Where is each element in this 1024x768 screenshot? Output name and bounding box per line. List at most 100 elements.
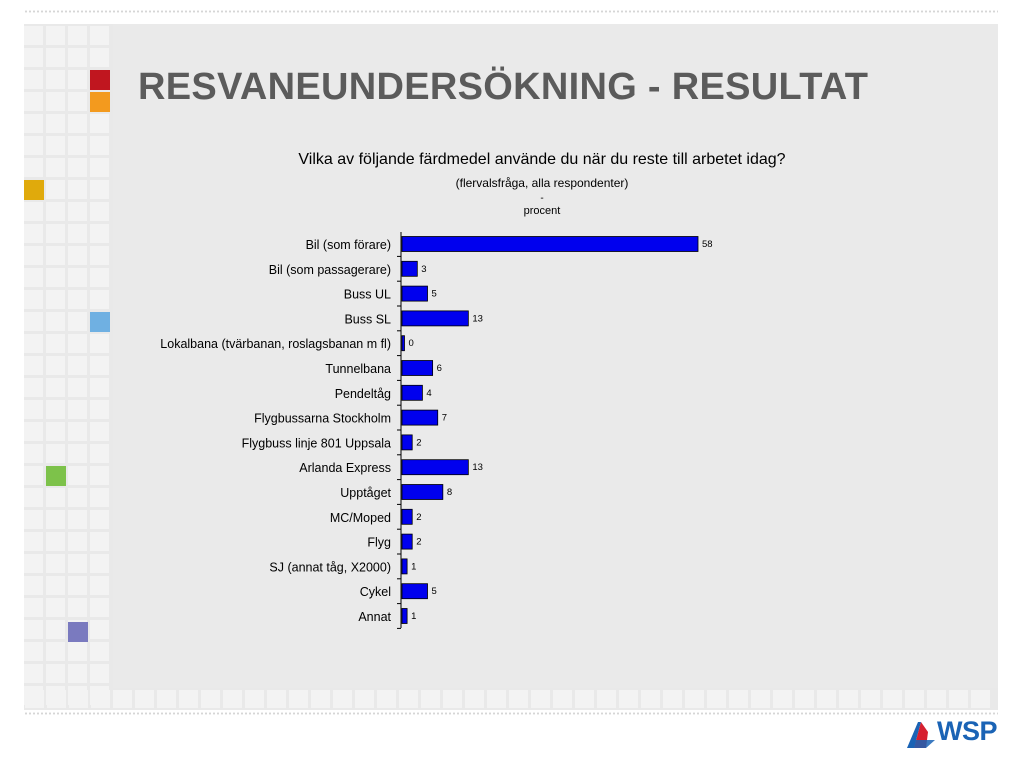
grid-cell	[927, 690, 946, 708]
grid-cell	[685, 690, 704, 708]
bar	[401, 384, 423, 401]
data-label: 5	[432, 586, 437, 597]
grid-cell	[68, 246, 87, 265]
grid-cell	[68, 268, 87, 287]
grid-cell	[46, 664, 65, 683]
grid-cell	[487, 690, 506, 708]
grid-cell	[24, 576, 43, 595]
chart-unit: procent	[523, 205, 561, 217]
grid-cell	[24, 466, 43, 485]
grid-cell	[24, 642, 43, 661]
grid-cell	[179, 690, 198, 708]
category-label: Bil (som förare)	[306, 238, 391, 252]
accent-square	[90, 312, 110, 332]
grid-cell	[267, 690, 286, 708]
grid-cell	[24, 400, 43, 419]
grid-cell	[68, 136, 87, 155]
grid-cell	[68, 466, 87, 485]
data-label: 58	[702, 239, 713, 250]
grid-cell	[68, 158, 87, 177]
bar	[401, 533, 413, 550]
accent-square	[90, 70, 110, 90]
data-label: 2	[416, 512, 421, 523]
grid-cell	[245, 690, 264, 708]
dotted-divider	[24, 712, 998, 715]
grid-cell	[90, 466, 109, 485]
grid-cell	[68, 400, 87, 419]
grid-cell	[68, 92, 87, 111]
grid-cell	[24, 488, 43, 507]
grid-cell	[68, 334, 87, 353]
chart-title: Vilka av följande färdmedel använde du n…	[298, 151, 786, 168]
grid-cell	[289, 690, 308, 708]
grid-cell	[531, 690, 550, 708]
grid-cell	[90, 598, 109, 617]
grid-cell	[90, 26, 109, 45]
category-label: Lokalbana (tvärbanan, roslagsbanan m fl)	[160, 337, 391, 351]
grid-cell	[24, 136, 43, 155]
data-label: 5	[432, 289, 437, 300]
grid-cell	[399, 690, 418, 708]
bar	[401, 360, 434, 376]
category-label: Arlanda Express	[299, 461, 391, 475]
grid-cell	[68, 202, 87, 221]
grid-cell	[24, 48, 43, 67]
grid-cell	[333, 690, 352, 708]
grid-cell	[46, 158, 65, 177]
grid-cell	[223, 690, 242, 708]
grid-cell	[90, 356, 109, 375]
grid-cell	[68, 48, 87, 67]
grid-cell	[90, 400, 109, 419]
grid-cell	[24, 598, 43, 617]
grid-cell	[355, 690, 374, 708]
grid-cell	[46, 92, 65, 111]
category-label: Tunnelbana	[325, 362, 391, 376]
chart-separator: -	[540, 193, 544, 204]
grid-cell	[24, 92, 43, 111]
data-label: 2	[416, 537, 421, 548]
grid-cell	[68, 444, 87, 463]
grid-cell	[90, 576, 109, 595]
grid-cell	[90, 422, 109, 441]
grid-cell	[971, 690, 990, 708]
grid-cell	[90, 378, 109, 397]
data-label: 2	[416, 437, 421, 448]
accent-square	[90, 92, 110, 112]
grid-cell	[46, 510, 65, 529]
category-label: Buss SL	[344, 312, 391, 326]
category-label: Buss UL	[344, 288, 391, 302]
grid-cell	[90, 444, 109, 463]
grid-cell	[663, 690, 682, 708]
grid-cell	[883, 690, 902, 708]
wsp-logo-text: WSP	[937, 716, 998, 746]
category-label: MC/Moped	[330, 511, 391, 525]
content-panel	[113, 24, 998, 688]
grid-cell	[68, 114, 87, 133]
bar	[401, 310, 469, 327]
grid-cell	[24, 268, 43, 287]
grid-cell	[24, 158, 43, 177]
accent-square	[68, 622, 88, 642]
grid-cell	[90, 488, 109, 507]
grid-cell	[773, 690, 792, 708]
grid-cell	[46, 620, 65, 639]
bar	[401, 484, 444, 500]
grid-cell	[24, 422, 43, 441]
grid-cell	[24, 26, 43, 45]
grid-cell	[46, 114, 65, 133]
data-label: 8	[447, 487, 452, 498]
grid-cell	[46, 488, 65, 507]
grid-cell	[90, 334, 109, 353]
grid-cell	[24, 510, 43, 529]
grid-cell	[91, 690, 110, 708]
accent-square	[24, 180, 44, 200]
category-label: Flygbussarna Stockholm	[254, 412, 391, 426]
grid-cell	[24, 444, 43, 463]
grid-cell	[68, 642, 87, 661]
grid-cell	[46, 246, 65, 265]
category-label: Flyg	[367, 536, 391, 550]
grid-cell	[24, 202, 43, 221]
grid-cell	[46, 26, 65, 45]
grid-cell	[90, 48, 109, 67]
grid-cell	[68, 664, 87, 683]
